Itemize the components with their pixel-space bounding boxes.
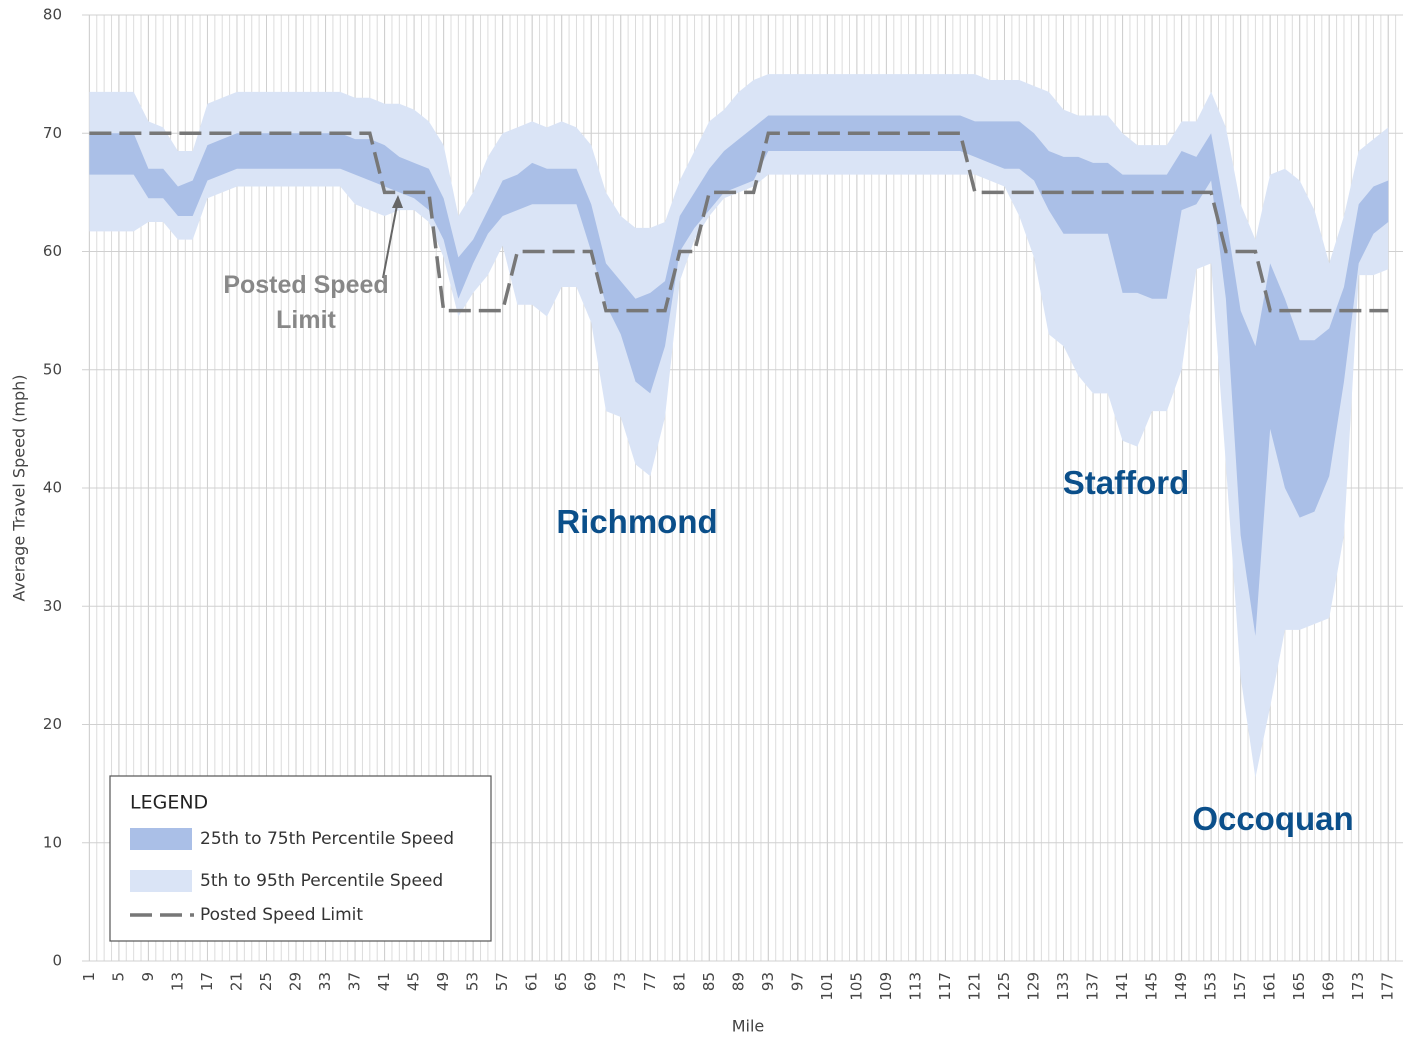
legend-swatch xyxy=(130,870,192,892)
x-tick-label: 133 xyxy=(1054,972,1072,1001)
y-tick-label: 50 xyxy=(43,360,62,378)
legend-label: 5th to 95th Percentile Speed xyxy=(200,871,443,891)
x-tick-label: 177 xyxy=(1379,972,1397,1001)
x-tick-label: 45 xyxy=(405,972,423,991)
annotation-arrow xyxy=(382,199,399,279)
x-tick-label: 61 xyxy=(523,972,541,991)
x-tick-label: 113 xyxy=(906,972,924,1001)
x-tick-label: 89 xyxy=(729,972,747,991)
x-axis-label: Mile xyxy=(732,1017,765,1036)
annotation: Posted Speed Limit xyxy=(223,271,389,334)
y-tick-label: 30 xyxy=(43,597,62,615)
x-tick-label: 165 xyxy=(1290,972,1308,1001)
legend: LEGEND 25th to 75th Percentile Speed 5th … xyxy=(109,775,492,942)
annotation-arrowhead xyxy=(392,195,403,208)
x-tick-label: 117 xyxy=(936,972,954,1001)
y-tick-label: 80 xyxy=(43,6,62,24)
x-tick-label: 81 xyxy=(670,972,688,991)
y-axis-label: Average Travel Speed (mph) xyxy=(10,374,29,601)
y-tick-label: 70 xyxy=(43,124,62,142)
x-tick-label: 17 xyxy=(198,972,216,991)
x-tick-label: 101 xyxy=(818,972,836,1001)
x-tick-label: 93 xyxy=(759,972,777,991)
x-tick-label: 57 xyxy=(493,972,511,991)
axes: 0 10 20 30 40 50 60 70 80 1 5 9 13 17 21 25 29 33 37 41 45 49… xyxy=(43,6,1397,1001)
marks xyxy=(89,74,1389,778)
x-tick-label: 173 xyxy=(1349,972,1367,1001)
x-tick-label: 125 xyxy=(995,972,1013,1001)
x-tick-label: 49 xyxy=(434,972,452,991)
x-tick-label: 169 xyxy=(1320,972,1338,1001)
x-tick-label: 153 xyxy=(1202,972,1220,1001)
x-tick-label: 141 xyxy=(1113,972,1131,1001)
x-tick-label: 65 xyxy=(552,972,570,991)
x-tick-label: 161 xyxy=(1261,972,1279,1001)
x-tick-label: 41 xyxy=(375,972,393,991)
y-tick-label: 60 xyxy=(43,242,62,260)
x-tick-label: 145 xyxy=(1143,972,1161,1001)
x-tick-label: 77 xyxy=(641,972,659,991)
x-tick-label: 129 xyxy=(1025,972,1043,1001)
x-tick-label: 121 xyxy=(965,972,983,1001)
annotation: Richmond xyxy=(556,503,718,540)
y-tick-label: 10 xyxy=(43,833,62,851)
x-tick-label: 13 xyxy=(168,972,186,991)
x-tick-label: 105 xyxy=(847,972,865,1001)
x-tick-label: 37 xyxy=(346,972,364,991)
x-tick-label: 33 xyxy=(316,972,334,991)
x-tick-label: 53 xyxy=(464,972,482,991)
x-tick-label: 21 xyxy=(227,972,245,991)
y-tick-label: 40 xyxy=(43,479,62,497)
annotation: Occoquan xyxy=(1192,800,1354,837)
x-tick-label: 85 xyxy=(700,972,718,991)
limit-line xyxy=(89,131,1389,313)
legend-title: LEGEND xyxy=(130,792,208,814)
band xyxy=(89,74,1389,778)
x-tick-label: 29 xyxy=(287,972,305,991)
x-tick-label: 109 xyxy=(877,972,895,1001)
x-tick-label: 149 xyxy=(1172,972,1190,1001)
x-tick-label: 1 xyxy=(80,972,98,982)
band xyxy=(89,115,1389,636)
x-tick-label: 157 xyxy=(1231,972,1249,1001)
x-tick-label: 69 xyxy=(582,972,600,991)
x-tick-label: 25 xyxy=(257,972,275,991)
x-tick-label: 137 xyxy=(1084,972,1102,1001)
x-tick-label: 5 xyxy=(109,972,127,982)
y-tick-label: 0 xyxy=(52,952,62,970)
x-tick-label: 97 xyxy=(788,972,806,991)
legend-swatch xyxy=(130,828,192,850)
annotation: Stafford xyxy=(1062,464,1190,501)
legend-label: Posted Speed Limit xyxy=(200,905,363,925)
y-tick-label: 20 xyxy=(43,715,62,733)
x-tick-label: 73 xyxy=(611,972,629,991)
legend-label: 25th to 75th Percentile Speed xyxy=(200,829,454,849)
x-tick-label: 9 xyxy=(139,972,157,982)
